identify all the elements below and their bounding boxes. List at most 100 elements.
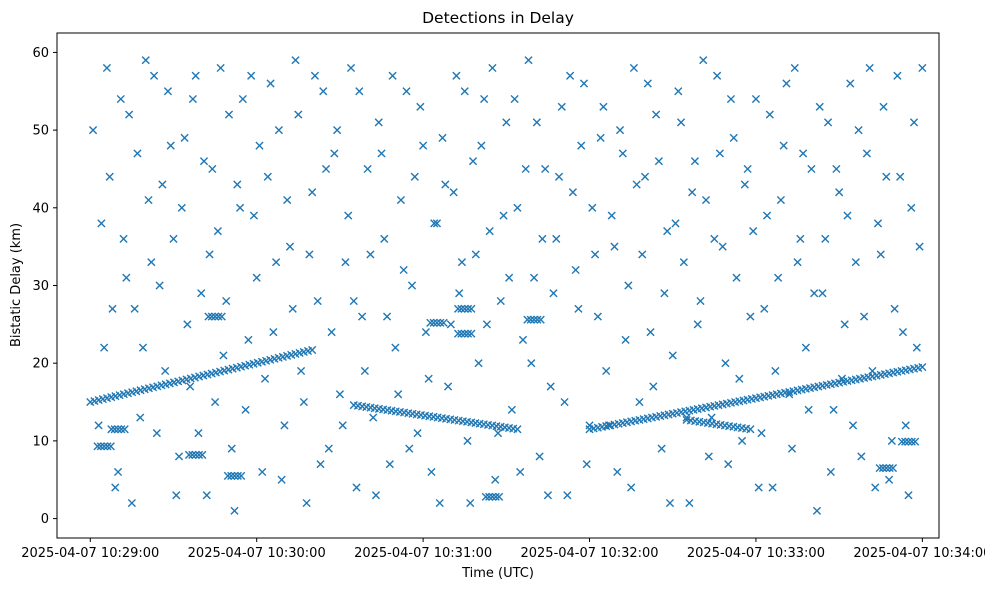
detection-point (413, 429, 422, 438)
detection-point (335, 390, 345, 399)
cluster-point (523, 315, 532, 324)
detection-point (421, 328, 430, 337)
detection-point (147, 258, 156, 267)
detection-point (296, 366, 306, 376)
detection-point (735, 374, 744, 383)
x-axis-label: Time (UTC) (461, 566, 534, 581)
detection-point (837, 374, 847, 383)
detection-point (277, 475, 286, 484)
detection-point (810, 289, 819, 298)
detection-point (829, 405, 838, 414)
detection-point (607, 211, 616, 220)
detection-point (111, 483, 120, 492)
cluster-point (463, 304, 473, 313)
detection-point (729, 133, 738, 142)
detection-point (161, 366, 170, 376)
detection-point (330, 149, 339, 158)
detection-point (760, 304, 769, 313)
detection-point (826, 467, 835, 477)
detection-point (873, 219, 883, 228)
detection-point (388, 71, 397, 80)
detection-point (324, 444, 333, 453)
detection-point (100, 343, 109, 352)
detection-point (338, 421, 347, 430)
y-tick-label: 0 (41, 512, 49, 527)
detection-point (676, 118, 686, 127)
detection-point (896, 172, 905, 181)
detection-point (787, 444, 797, 453)
detection-point (663, 227, 672, 236)
detection-point (804, 405, 813, 414)
detection-point (571, 265, 580, 275)
detection-point (477, 141, 486, 150)
detection-point (105, 172, 114, 181)
detection-point (710, 234, 719, 243)
detection-point (249, 211, 259, 220)
detection-point (191, 71, 200, 80)
cluster-point (184, 450, 194, 459)
detection-point (272, 258, 281, 267)
x-tick-label: 2025-04-07 10:33:00 (687, 546, 825, 561)
detection-point (843, 211, 852, 220)
detection-point (671, 219, 680, 228)
cluster-point (526, 315, 535, 324)
detection-point (224, 110, 234, 119)
cluster-point (103, 442, 112, 451)
detection-point (410, 172, 419, 181)
cluster-point (529, 315, 539, 324)
detection-point (97, 219, 106, 228)
cluster-point (96, 442, 105, 451)
detection-point (136, 413, 145, 422)
cluster-point (878, 463, 888, 473)
detection-point (552, 234, 561, 243)
detection-point (857, 452, 866, 461)
detection-point (208, 164, 217, 174)
detection-point (394, 390, 403, 399)
detection-point (141, 56, 150, 65)
cluster-point (897, 437, 906, 446)
detection-point (807, 164, 816, 174)
detection-point (402, 87, 411, 96)
cluster-point (439, 318, 448, 327)
detection-point (887, 436, 896, 445)
y-axis-ticks: 0 10 20 30 40 50 60 (32, 46, 57, 527)
detection-point (909, 118, 919, 127)
detection-point (893, 71, 902, 80)
cluster-point (888, 463, 898, 473)
detection-point (884, 475, 894, 484)
detection-point (674, 87, 683, 96)
detection-point (762, 211, 772, 220)
detection-point (474, 359, 483, 368)
detection-point (882, 172, 891, 181)
cluster-point (460, 329, 469, 338)
detection-point (768, 483, 777, 492)
detection-point (455, 289, 464, 298)
detection-point (374, 118, 383, 127)
detection-point (327, 328, 336, 337)
x-tick-label: 2025-04-07 10:29:00 (21, 546, 159, 561)
detection-point (219, 351, 228, 360)
cluster-point (467, 329, 476, 338)
detection-point (527, 359, 536, 368)
detection-point (149, 71, 159, 80)
detection-point (665, 498, 675, 508)
detection-point (840, 320, 849, 329)
detection-point (740, 180, 749, 189)
detection-point (363, 164, 372, 174)
detection-point (480, 94, 489, 104)
cluster-point (481, 492, 490, 501)
detection-point (377, 149, 386, 158)
y-tick-label: 40 (32, 201, 49, 216)
cluster-point (536, 315, 545, 324)
detection-point (541, 164, 550, 174)
cluster-point (93, 442, 102, 451)
detection-point (260, 374, 270, 383)
detection-point (457, 258, 467, 267)
detection-point (435, 498, 444, 508)
detection-point (438, 133, 447, 142)
detection-point (535, 452, 544, 461)
detection-point (679, 258, 688, 267)
detection-point (188, 94, 198, 104)
detection-point (127, 498, 136, 508)
